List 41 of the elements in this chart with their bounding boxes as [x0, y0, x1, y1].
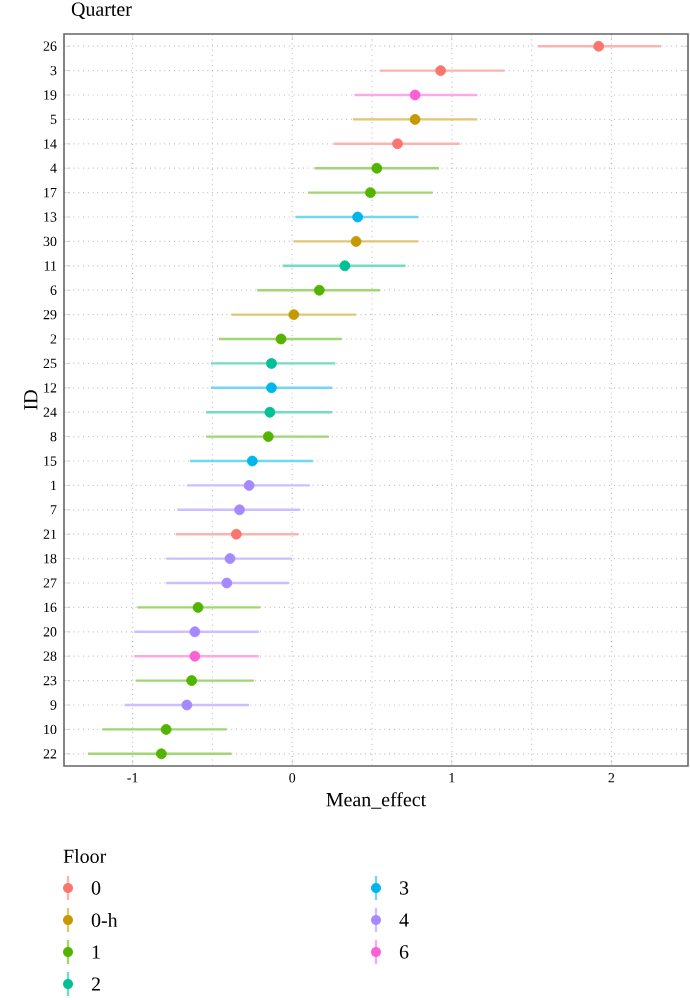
legend-title: Floor: [63, 848, 107, 863]
point: [192, 602, 204, 613]
point: [339, 260, 351, 272]
y-axis-title: ID: [24, 390, 38, 410]
x-axis-title: Mean_effect: [326, 792, 427, 809]
point: [243, 480, 255, 491]
point: [234, 504, 245, 516]
point: [593, 40, 605, 52]
point: [181, 699, 193, 711]
legend-label: 0-h: [91, 912, 118, 927]
legend-label: 1: [92, 945, 100, 959]
point: [186, 675, 198, 686]
point: [221, 577, 233, 589]
point: [230, 528, 242, 540]
point: [275, 333, 287, 345]
point: [264, 406, 276, 418]
point: [350, 236, 362, 247]
point: [262, 431, 274, 442]
point: [189, 626, 201, 638]
legend-label: 3: [400, 881, 409, 895]
point: [266, 382, 277, 394]
point: [371, 162, 383, 174]
point: [160, 724, 172, 735]
legend-label: 4: [399, 913, 409, 927]
point: [288, 309, 300, 320]
point: [392, 138, 403, 150]
point: [266, 358, 277, 369]
point: [155, 748, 167, 760]
point: [365, 187, 376, 198]
point: [313, 284, 325, 296]
point: [409, 89, 421, 101]
point: [409, 114, 421, 125]
legend-label: 0: [91, 881, 101, 895]
point: [435, 65, 447, 76]
point: [352, 211, 364, 223]
point: [246, 455, 258, 467]
legend-label: 6: [399, 945, 409, 959]
point: [189, 650, 201, 662]
chart-title: Quarter: [71, 2, 132, 19]
point: [224, 553, 236, 564]
legend-label: 2: [91, 977, 100, 991]
